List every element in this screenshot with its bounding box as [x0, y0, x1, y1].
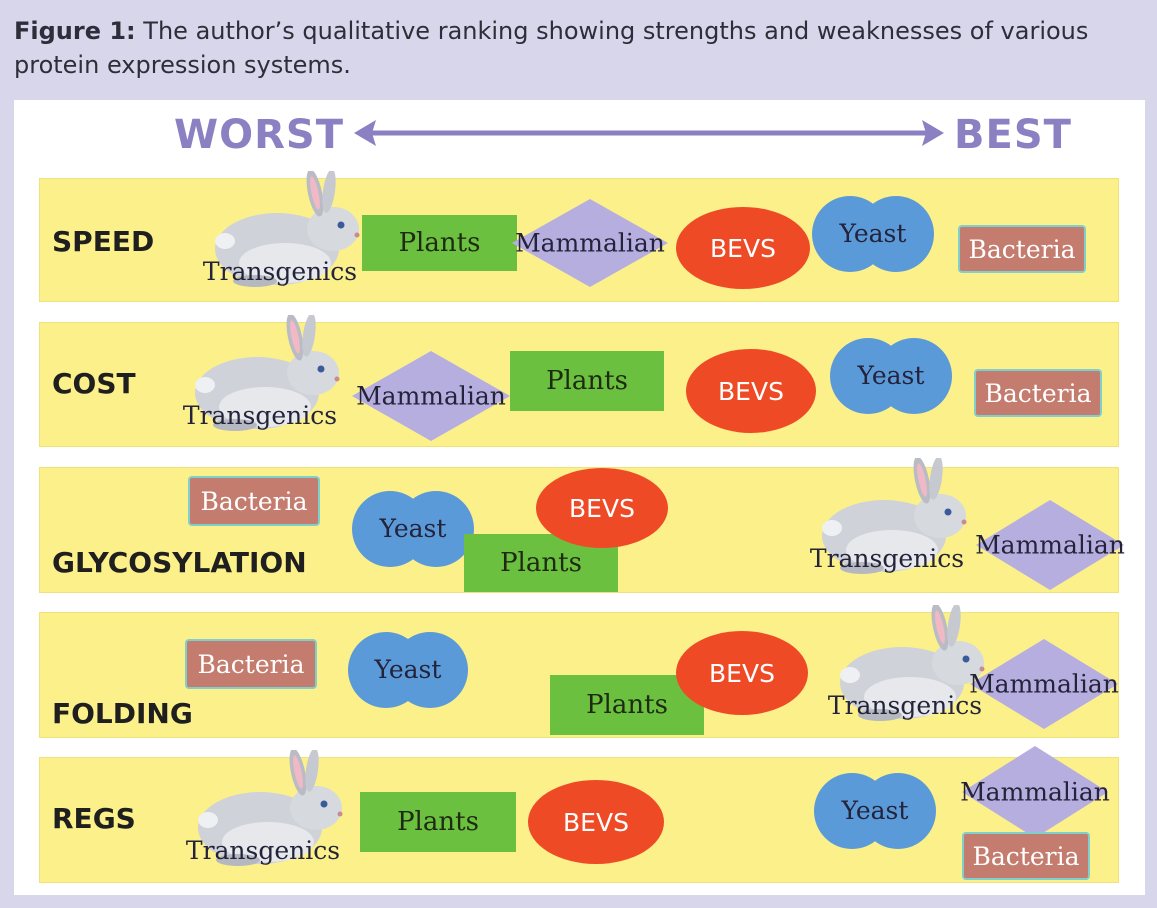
yeast-label: Yeast: [374, 655, 442, 684]
mammalian-label: Mammalian: [969, 669, 1119, 699]
worst-label: WORST: [174, 112, 345, 158]
yeast-item: Yeast: [352, 490, 474, 568]
figure-caption: Figure 1: The author’s qualitative ranki…: [14, 14, 1134, 82]
yeast-item: Yeast: [830, 337, 952, 415]
mammalian-label: Mammalian: [975, 530, 1125, 560]
bacteria-item: Bacteria: [185, 639, 317, 689]
bacteria-item: Bacteria: [188, 476, 320, 526]
plants-item: Plants: [360, 792, 516, 852]
rabbit-icon: [840, 605, 985, 721]
mammalian-item: Mammalian: [968, 639, 1120, 729]
transgenics-item: Transgenics: [165, 315, 355, 445]
transgenics-item: Transgenics: [185, 171, 375, 301]
yeast-item: Yeast: [812, 195, 934, 273]
mammalian-item: Mammalian: [350, 351, 512, 441]
row-cost: COST Transgenics Mammalian Plants BEVS Y…: [39, 315, 1119, 447]
double-arrow-icon: [354, 120, 944, 146]
transgenics-item: Transgenics: [810, 605, 1000, 735]
yeast-icon: [814, 773, 936, 849]
row-folding: FOLDING Bacteria Yeast Plants BEVS Trans…: [39, 605, 1120, 738]
yeast-label: Yeast: [857, 361, 925, 390]
ranking-panel: WORST BEST SPEED Transgenics Plants Mamm…: [14, 100, 1145, 895]
category-label: COST: [52, 367, 136, 400]
diamond-icon: [512, 199, 668, 287]
rabbit-icon: [198, 750, 343, 866]
bevs-item: BEVS: [676, 207, 810, 289]
mammalian-item: Mammalian: [510, 199, 670, 287]
transgenics-label: Transgenics: [827, 691, 983, 720]
mammalian-label: Mammalian: [515, 228, 665, 258]
best-label: BEST: [954, 112, 1072, 158]
transgenics-label: Transgenics: [809, 544, 965, 573]
transgenics-item: Transgenics: [168, 750, 358, 880]
yeast-icon: [352, 491, 474, 567]
rabbit-icon: [195, 315, 340, 431]
yeast-icon: [812, 196, 934, 272]
row-glycosylation: GLYCOSYLATION Bacteria Yeast Plants BEVS…: [39, 458, 1125, 593]
yeast-item: Yeast: [814, 772, 936, 850]
category-label: GLYCOSYLATION: [52, 546, 307, 579]
rabbit-icon: [215, 171, 360, 287]
yeast-item: Yeast: [348, 631, 468, 709]
diamond-icon: [970, 639, 1118, 729]
bevs-item: BEVS: [536, 468, 668, 548]
mammalian-label: Mammalian: [356, 381, 506, 411]
bevs-item: BEVS: [676, 631, 808, 715]
transgenics-label: Transgenics: [185, 836, 341, 865]
bacteria-item: Bacteria: [974, 369, 1102, 417]
plants-item: Plants: [362, 215, 517, 271]
bevs-item: BEVS: [528, 780, 664, 864]
bacteria-item: Bacteria: [962, 832, 1090, 880]
diamond-icon: [962, 746, 1108, 838]
mammalian-item: Mammalian: [960, 746, 1110, 838]
transgenics-label: Transgenics: [182, 401, 338, 430]
bevs-item: BEVS: [686, 349, 816, 433]
diamond-icon: [976, 500, 1124, 590]
mammalian-label: Mammalian: [960, 777, 1110, 807]
diamond-icon: [352, 351, 510, 441]
yeast-label: Yeast: [841, 796, 909, 825]
category-label: FOLDING: [52, 697, 193, 730]
transgenics-label: Transgenics: [202, 257, 358, 286]
row-speed: SPEED Transgenics Plants Mammalian BEVS …: [39, 171, 1119, 302]
row-regs: REGS Transgenics Plants BEVS Yeast Mamma…: [39, 746, 1119, 883]
caption-text: The author’s qualitative ranking showing…: [14, 17, 1089, 79]
transgenics-item: Transgenics: [792, 458, 982, 588]
mammalian-item: Mammalian: [974, 500, 1126, 590]
plants-item: Plants: [510, 351, 664, 411]
rabbit-icon: [822, 458, 967, 574]
yeast-label: Yeast: [839, 219, 907, 248]
yeast-icon: [830, 338, 952, 414]
category-label: REGS: [52, 802, 136, 835]
category-label: SPEED: [52, 225, 155, 258]
bacteria-item: Bacteria: [958, 225, 1086, 273]
figure-label: Figure 1:: [14, 17, 136, 45]
yeast-icon: [348, 632, 468, 708]
yeast-label: Yeast: [379, 514, 447, 543]
